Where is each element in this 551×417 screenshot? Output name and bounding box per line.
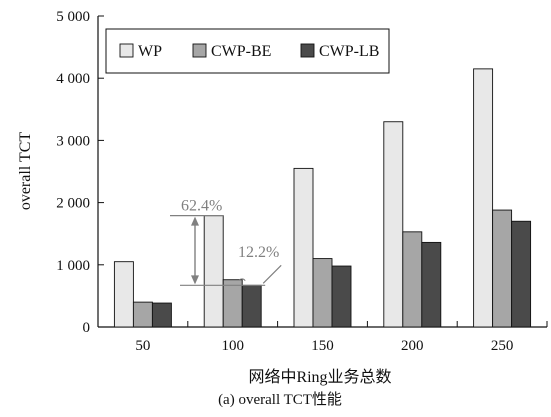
x-tick-label: 100 <box>221 338 244 354</box>
annotations: 62.4% 12.2% <box>170 198 282 286</box>
bar-cwp-be-50 <box>132 301 153 328</box>
bar-cwp-be-150 <box>312 258 333 328</box>
bar-cwp-be-100 <box>222 279 243 328</box>
x-tick-label: 250 <box>491 338 514 354</box>
legend-swatch-cwp-be <box>192 43 207 58</box>
arrow-head-up <box>191 216 199 226</box>
y-axis-title: overall TCT <box>17 132 34 211</box>
annotation-62-4: 62.4% <box>181 198 222 215</box>
bar-cwp-lb-100 <box>241 284 262 328</box>
legend-swatch-cwp-lb <box>300 43 315 58</box>
bar-cwp-lb-250 <box>511 220 532 328</box>
bars <box>113 68 532 328</box>
annotation-leader <box>262 264 282 284</box>
x-tick-label: 50 <box>135 338 150 354</box>
y-tick-label: 3 000 <box>56 133 90 149</box>
legend-frame <box>105 28 390 74</box>
legend-label-cwp-be: CWP-BE <box>211 43 271 60</box>
y-tick-label: 5 000 <box>56 9 90 25</box>
bar-wp-50 <box>113 261 134 328</box>
bar-cwp-lb-50 <box>151 302 172 328</box>
annotation-gap-mark <box>238 278 246 282</box>
y-tick-label: 2 000 <box>56 196 90 212</box>
y-tick-label: 4 000 <box>56 71 90 87</box>
legend-label-cwp-lb: CWP-LB <box>319 43 379 60</box>
x-axis-title: 网络中Ring业务总数 <box>248 367 391 386</box>
y-tick-label: 1 000 <box>56 258 90 274</box>
legend-label-wp: WP <box>138 43 162 60</box>
legend-swatch-wp <box>119 43 134 58</box>
bar-cwp-be-200 <box>402 231 423 328</box>
bar-wp-150 <box>293 167 314 328</box>
figure-caption: (a) overall TCT性能 <box>218 391 342 408</box>
x-tick-label: 150 <box>311 338 334 354</box>
y-tick-label: 0 <box>83 320 91 336</box>
x-tick-label: 200 <box>401 338 424 354</box>
legend: WP CWP-BE CWP-LB <box>105 28 390 74</box>
bar-cwp-lb-200 <box>421 241 442 328</box>
bar-wp-200 <box>383 121 404 328</box>
bar-wp-100 <box>203 215 224 328</box>
annotation-12-2: 12.2% <box>238 244 279 261</box>
bar-cwp-be-250 <box>492 209 513 328</box>
bar-wp-250 <box>473 68 494 328</box>
arrow-head-down <box>191 275 199 285</box>
axes: 0 1 000 2 000 3 000 4 000 5 000 50 100 150 200 250 <box>56 9 548 354</box>
bar-cwp-lb-150 <box>331 265 352 328</box>
